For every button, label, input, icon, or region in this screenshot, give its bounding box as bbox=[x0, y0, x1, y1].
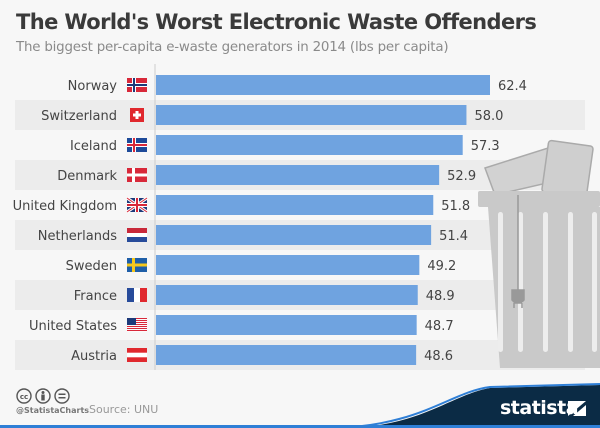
bar-austria bbox=[156, 345, 417, 365]
bar-denmark bbox=[156, 165, 440, 185]
chart-title: The World's Worst Electronic Waste Offen… bbox=[16, 10, 537, 34]
trash-can-illustration bbox=[478, 139, 600, 368]
flag-part bbox=[127, 237, 147, 242]
category-label: United Kingdom bbox=[13, 199, 117, 214]
flag-part bbox=[127, 320, 147, 322]
flag-part bbox=[127, 233, 147, 237]
value-label: 51.4 bbox=[439, 229, 468, 244]
trash-stripe bbox=[568, 212, 573, 352]
flag-part bbox=[127, 326, 147, 328]
flag-part bbox=[127, 327, 147, 328]
flag-sweden-icon bbox=[127, 258, 147, 272]
flag-part bbox=[127, 318, 147, 320]
flag-part bbox=[127, 84, 147, 86]
flag-part bbox=[127, 263, 147, 267]
flag-part bbox=[127, 318, 136, 325]
flag-part bbox=[127, 329, 147, 330]
bar-switzerland bbox=[156, 105, 467, 125]
flag-part bbox=[127, 321, 147, 322]
category-label: Switzerland bbox=[41, 109, 117, 124]
category-label: United States bbox=[29, 319, 117, 334]
flag-part bbox=[127, 328, 147, 330]
bar-sweden bbox=[156, 255, 420, 275]
value-label: 48.7 bbox=[425, 319, 454, 334]
category-label: Iceland bbox=[70, 139, 117, 154]
flag-iceland-icon bbox=[127, 138, 147, 152]
value-label: 51.8 bbox=[441, 199, 470, 214]
flag-usa-icon bbox=[127, 318, 147, 332]
category-label: France bbox=[74, 289, 117, 304]
bar-norway bbox=[156, 75, 490, 95]
svg-text:cc: cc bbox=[20, 393, 28, 401]
flag-austria-icon bbox=[127, 348, 147, 362]
flag-part bbox=[127, 331, 147, 332]
flag-denmark-icon bbox=[127, 168, 147, 182]
trash-lid bbox=[478, 191, 600, 207]
flag-part bbox=[127, 324, 147, 326]
value-label: 57.3 bbox=[471, 139, 500, 154]
flag-part bbox=[127, 352, 147, 358]
flag-switzerland-icon bbox=[130, 108, 144, 122]
value-label: 62.4 bbox=[498, 79, 527, 94]
flag-part bbox=[133, 113, 141, 117]
monitor-icon bbox=[541, 139, 594, 199]
flag-part bbox=[127, 323, 147, 324]
flag-part bbox=[140, 288, 147, 302]
category-label: Netherlands bbox=[38, 229, 117, 244]
value-label: 48.6 bbox=[424, 349, 453, 364]
brand-name: statista bbox=[500, 397, 579, 419]
plug-icon bbox=[511, 289, 525, 308]
footer-source: Source: UNU bbox=[89, 403, 159, 416]
flag-part bbox=[127, 330, 147, 332]
trash-stripe bbox=[592, 212, 597, 352]
bar-france bbox=[156, 285, 418, 305]
category-label: Austria bbox=[71, 349, 117, 364]
flag-part bbox=[127, 228, 147, 233]
trash-stripe bbox=[518, 212, 523, 352]
flag-part bbox=[127, 173, 147, 177]
flag-part bbox=[127, 319, 147, 320]
flag-part bbox=[127, 325, 147, 326]
flag-part bbox=[127, 144, 147, 146]
value-label: 52.9 bbox=[447, 169, 476, 184]
value-label: 48.9 bbox=[426, 289, 455, 304]
flag-uk-icon bbox=[126, 196, 148, 214]
value-label: 49.2 bbox=[427, 259, 456, 274]
bar-united-states bbox=[156, 315, 417, 335]
trash-stripe bbox=[543, 212, 548, 352]
flag-part bbox=[127, 288, 134, 302]
chart-subtitle: The biggest per-capita e-waste generator… bbox=[16, 40, 449, 55]
flag-part bbox=[127, 322, 147, 324]
flag-part bbox=[127, 204, 147, 206]
flag-part bbox=[134, 288, 140, 302]
value-label: 58.0 bbox=[474, 109, 503, 124]
flag-france-icon bbox=[127, 288, 147, 302]
footer-handle: @StatistaCharts bbox=[16, 406, 90, 415]
flag-norway-icon bbox=[127, 78, 147, 92]
bar-united-kingdom bbox=[156, 195, 434, 215]
bar-netherlands bbox=[156, 225, 432, 245]
category-label: Denmark bbox=[57, 169, 117, 184]
category-label: Norway bbox=[68, 79, 118, 94]
bar-iceland bbox=[156, 135, 463, 155]
trash-stripe bbox=[498, 212, 503, 352]
flag-netherlands-icon bbox=[127, 228, 147, 242]
creative-commons-icons: cc bbox=[16, 388, 70, 404]
category-label: Sweden bbox=[66, 259, 117, 274]
